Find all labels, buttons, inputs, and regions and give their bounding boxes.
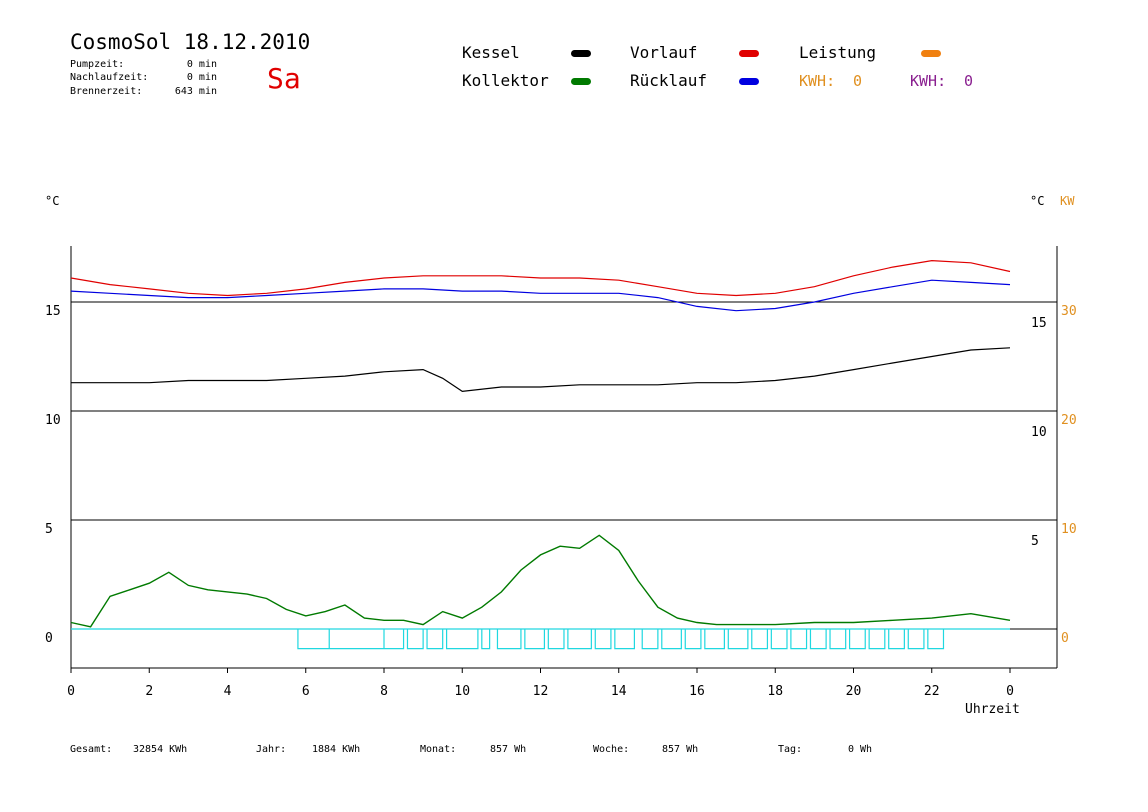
series-kollektor-line (70, 534, 1011, 628)
legend-kessel-label: Kessel (462, 43, 520, 62)
pumpzeit-value: 0 min (186, 59, 217, 70)
chart-grid (70, 246, 1058, 669)
x-tick-label: 18 (767, 684, 783, 699)
chart-series (70, 259, 1011, 650)
series-rcklauf-line (70, 279, 1011, 312)
y-right-kw-tick-label: 30 (1061, 304, 1077, 319)
x-tick-label: 12 (533, 684, 549, 699)
nachlaufzeit-label: Nachlaufzeit: (70, 72, 149, 83)
brennerzeit-label: Brennerzeit: (70, 86, 143, 97)
right-axis-unit: °C (1030, 194, 1045, 208)
footer-monat-label: Monat: (420, 744, 457, 755)
legend-leistung-swatch (921, 50, 941, 57)
x-tick-label: 16 (689, 684, 705, 699)
footer-woche-value: 857 Wh (662, 744, 699, 755)
series-vorlauf-line (70, 259, 1011, 297)
weekday-label: Sa (267, 62, 301, 95)
footer-jahr-label: Jahr: (256, 744, 287, 755)
footer-gesamt-value: 32854 KWh (133, 744, 188, 755)
x-tick-label: 0 (1006, 684, 1014, 699)
kwh1-label: KWH: (799, 72, 836, 90)
y-right-kw-tick-label: 10 (1061, 522, 1077, 537)
x-tick-label: 0 (67, 684, 75, 699)
y-right-kw-tick-label: 20 (1061, 413, 1077, 428)
chart-ticks: 0 5 10 15 5 10 15 0 10 20 30 0 2 4 6 8 10 12 14 16 18 20 22 0 (45, 304, 1077, 699)
legend-kollektor-label: Kollektor (462, 71, 549, 90)
brennerzeit-value: 643 min (174, 86, 217, 97)
y-right-tick-label: 15 (1031, 316, 1047, 331)
x-tick-label: 20 (846, 684, 862, 699)
y-right-tick-label: 10 (1031, 425, 1047, 440)
x-tick-label: 4 (224, 684, 232, 699)
footer-gesamt-label: Gesamt: (70, 744, 113, 755)
y-right-kw-tick-label: 0 (1061, 631, 1069, 646)
nachlaufzeit-value: 0 min (186, 72, 217, 83)
legend-vorlauf-swatch (739, 50, 759, 57)
kwh1-value: 0 (853, 72, 863, 90)
left-axis-unit: °C (45, 194, 60, 208)
footer-woche-label: Woche: (593, 744, 630, 755)
pumpzeit-label: Pumpzeit: (70, 59, 125, 70)
x-tick-label: 22 (924, 684, 940, 699)
x-tick-label: 10 (454, 684, 470, 699)
legend-ruecklauf-swatch (739, 78, 759, 85)
x-tick-label: 14 (611, 684, 627, 699)
y-left-tick-label: 10 (45, 413, 61, 428)
y-left-tick-label: 5 (45, 522, 53, 537)
x-axis-label: Uhrzeit (965, 702, 1020, 717)
kwh2-value: 0 (964, 72, 974, 90)
x-tick-label: 6 (302, 684, 310, 699)
legend-vorlauf-label: Vorlauf (630, 43, 698, 62)
y-left-tick-label: 0 (45, 631, 53, 646)
footer-tag-value: 0 Wh (848, 744, 873, 755)
kwh2-label: KWH: (910, 72, 947, 90)
x-tick-label: 8 (380, 684, 388, 699)
footer-tag-label: Tag: (778, 744, 803, 755)
series-kessel-line (71, 347, 1011, 393)
y-left-tick-label: 15 (45, 304, 61, 319)
right-axis-unit-kw: KW (1060, 194, 1075, 208)
footer-monat-value: 857 Wh (490, 744, 527, 755)
series-leistung-line (71, 628, 1010, 650)
legend-leistung-label: Leistung (799, 43, 877, 62)
x-tick-label: 2 (145, 684, 153, 699)
legend-kollektor-swatch (571, 78, 591, 85)
y-right-tick-label: 5 (1031, 534, 1039, 549)
legend-ruecklauf-label: Rücklauf (630, 71, 708, 90)
legend-kessel-swatch (571, 50, 591, 57)
footer-jahr-value: 1884 KWh (312, 744, 361, 755)
chart-title: CosmoSol 18.12.2010 (70, 30, 311, 54)
